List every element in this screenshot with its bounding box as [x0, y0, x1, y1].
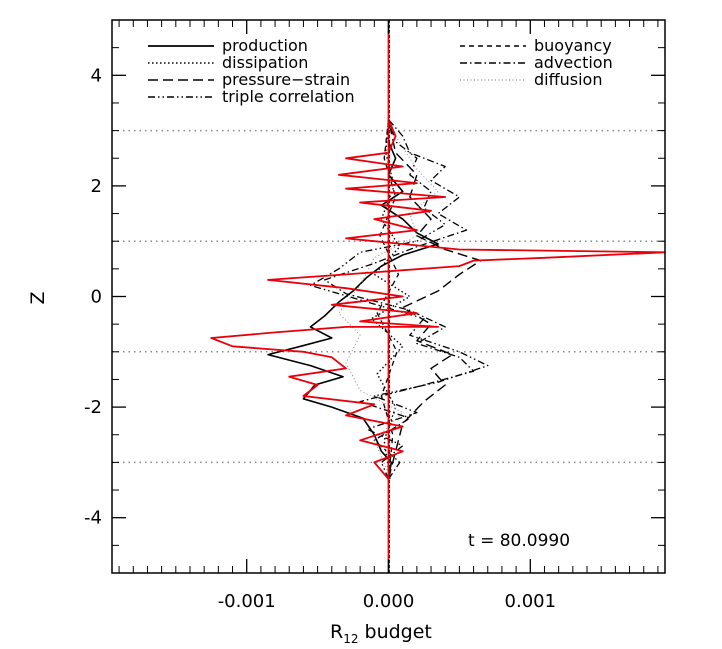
series-line-triple-correlation — [309, 119, 489, 480]
series-line-pressure-strain — [387, 119, 482, 480]
legend-label: buoyancy — [534, 36, 612, 55]
legend-label: advection — [534, 53, 613, 72]
x-axis-label-subscript: 12 — [343, 632, 358, 646]
series-layer — [210, 20, 665, 573]
series-line-advection — [324, 119, 475, 480]
x-tick-label: 0.000 — [363, 591, 415, 612]
legend-label: pressure−strain — [222, 70, 350, 89]
legend-label: triple correlation — [222, 87, 355, 106]
axes: -4 -2 0 2 4 -0.001 0.000 0.001 — [84, 19, 665, 612]
series-line-buoyancy — [376, 119, 400, 480]
time-annotation: t = 80.0990 — [468, 531, 570, 551]
legend-label: diffusion — [534, 70, 602, 89]
x-tick-label: 0.001 — [505, 591, 557, 612]
series-line-red — [210, 119, 665, 480]
x-axis-label-main: R — [330, 621, 343, 643]
legend-label: dissipation — [222, 53, 308, 72]
y-tick-label: -4 — [84, 508, 102, 529]
y-tick-label: 0 — [91, 287, 102, 308]
x-axis-label: R12 budget — [330, 621, 432, 646]
y-tick-label: 4 — [91, 65, 102, 86]
y-axis-label: Z — [27, 291, 49, 304]
x-tick-label: -0.001 — [218, 591, 276, 612]
legend: productiondissipationpressure−straintrip… — [148, 36, 613, 106]
y-tick-label: 2 — [91, 176, 102, 197]
x-axis-label-suffix: budget — [358, 621, 431, 643]
legend-label: production — [222, 36, 308, 55]
y-tick-label: -2 — [84, 397, 102, 418]
